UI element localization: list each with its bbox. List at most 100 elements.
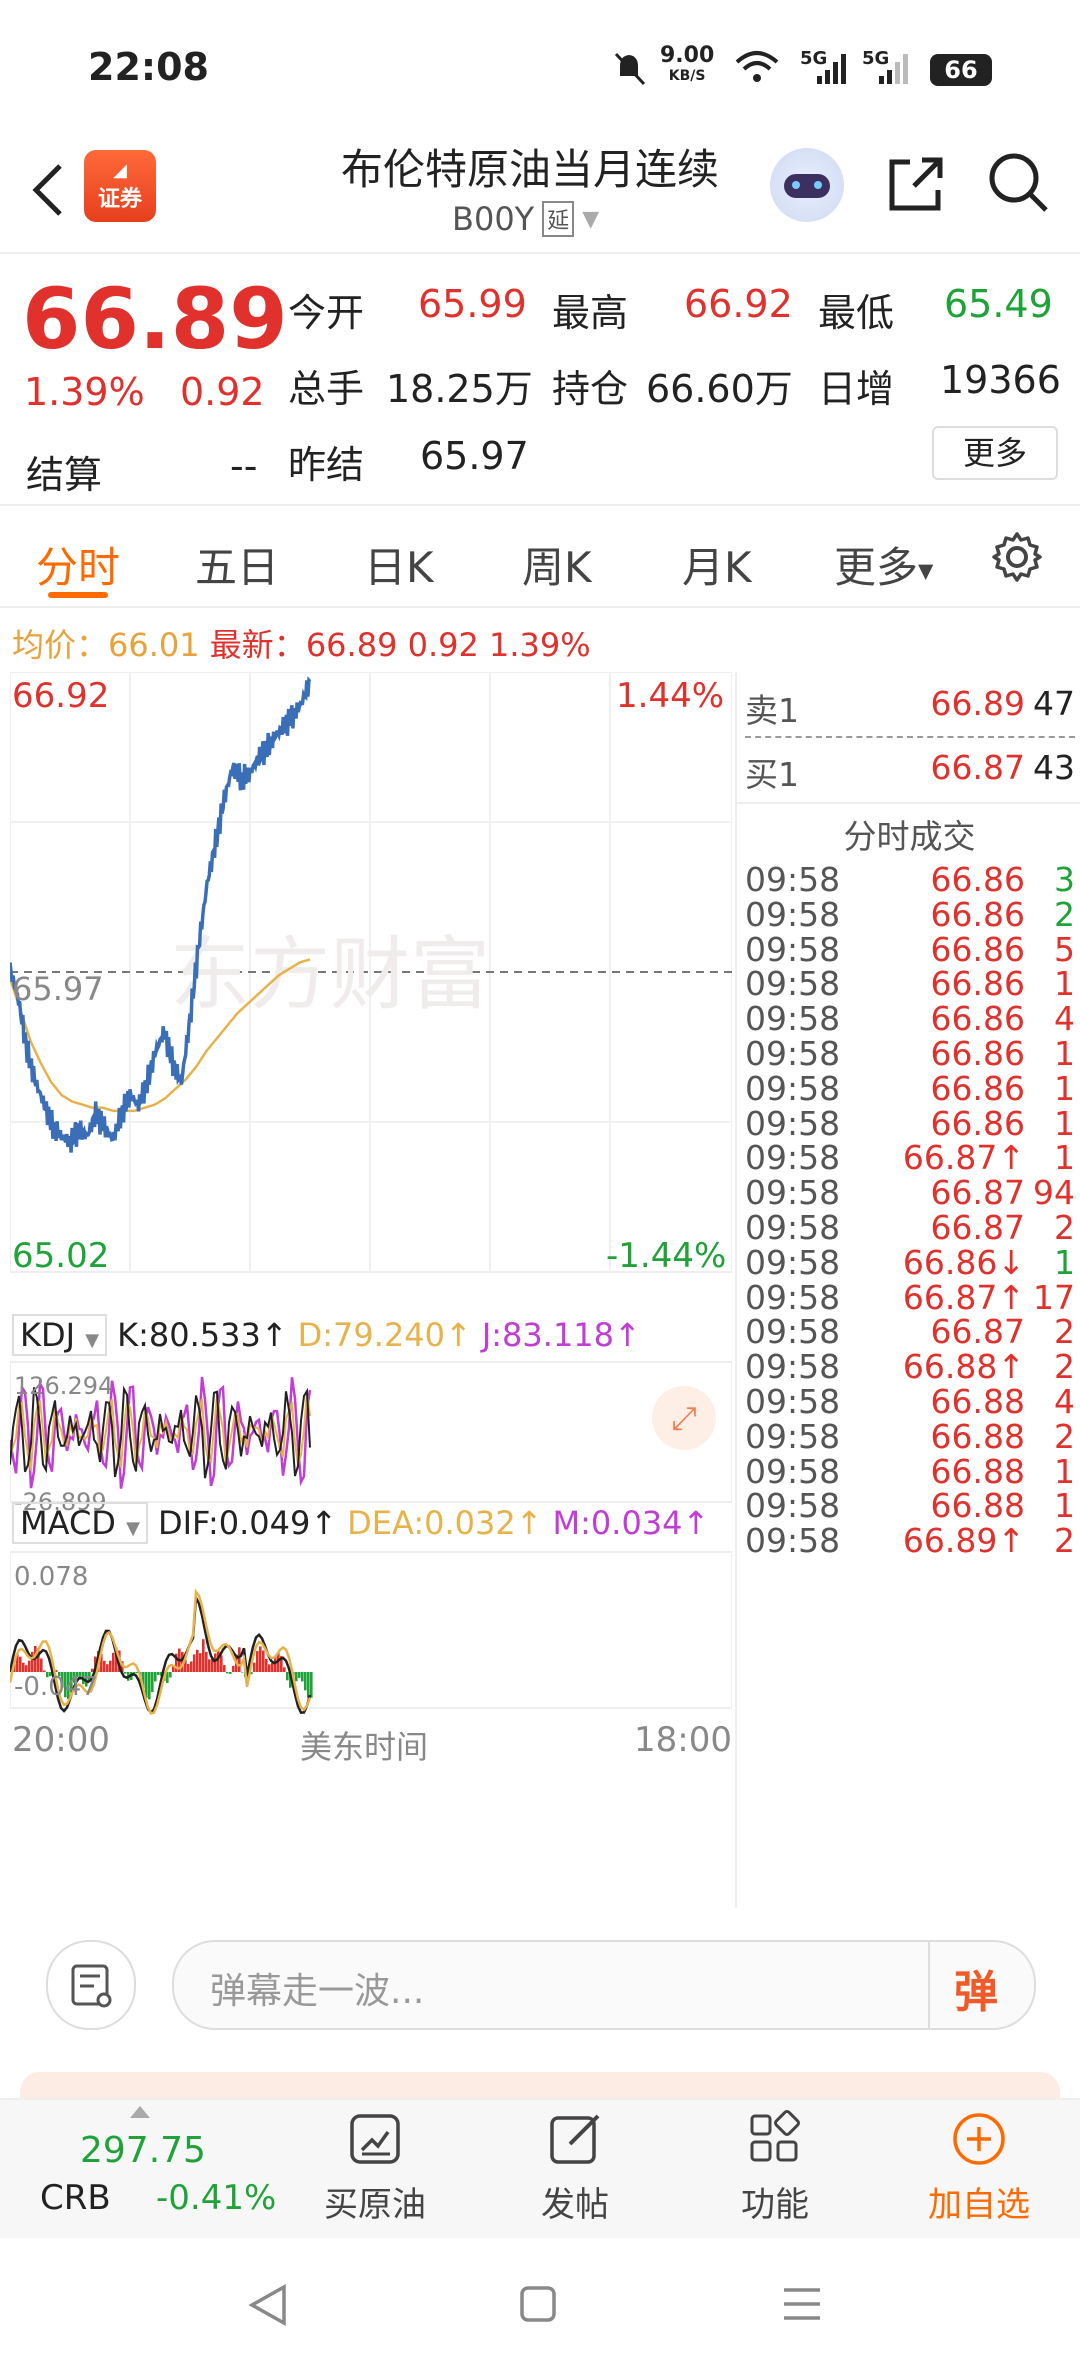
trade-row: 09:58 66.86 1 bbox=[745, 1068, 1075, 1108]
macd-bar bbox=[151, 1672, 154, 1692]
crb-value[interactable]: 297.75 bbox=[80, 2130, 206, 2171]
trade-row: 09:58 66.86 5 bbox=[745, 929, 1075, 969]
tab-five-day[interactable]: 五日 bbox=[195, 543, 280, 592]
macd-bar bbox=[205, 1651, 208, 1672]
macd-bar bbox=[307, 1672, 310, 1698]
tab-daily-k[interactable]: 日K bbox=[364, 543, 434, 592]
macd-bar bbox=[271, 1662, 274, 1672]
macd-bar bbox=[115, 1647, 118, 1672]
buy-crude-button[interactable]: 买原油 bbox=[310, 2110, 440, 2226]
tab-monthly-k[interactable]: 月K bbox=[682, 543, 752, 592]
open-label: 今开 bbox=[288, 291, 365, 335]
kdj-selector[interactable]: KDJ ▼ bbox=[12, 1314, 108, 1356]
macd-bar bbox=[25, 1665, 28, 1672]
volume-label: 总手 bbox=[288, 367, 365, 411]
share-icon[interactable] bbox=[884, 152, 948, 216]
macd-bar bbox=[166, 1672, 169, 1683]
open-interest-value: 66.60万 bbox=[646, 367, 793, 411]
more-button[interactable]: 更多 bbox=[932, 426, 1058, 480]
macd-bar bbox=[217, 1650, 220, 1672]
comment-bar: 弹幕走一波... 弹 bbox=[0, 1910, 1080, 2040]
collapse-arrow-icon[interactable] bbox=[130, 2106, 150, 2118]
macd-bar bbox=[19, 1656, 22, 1672]
macd-dif: DIF:0.049↑ bbox=[157, 1504, 338, 1542]
contract-code[interactable]: B00Y 延 ▼ bbox=[452, 200, 600, 238]
dropdown-arrow-icon: ▼ bbox=[918, 558, 934, 583]
add-watchlist-button[interactable]: 加自选 bbox=[914, 2110, 1044, 2226]
intraday-chart[interactable]: 东方财富 bbox=[10, 672, 732, 1912]
chart-bag-icon bbox=[350, 2114, 400, 2164]
search-icon[interactable] bbox=[986, 150, 1052, 216]
change-value: 0.92 bbox=[180, 370, 265, 414]
macd-bar bbox=[196, 1649, 199, 1672]
macd-bar bbox=[262, 1650, 265, 1672]
macd-bar bbox=[175, 1653, 178, 1672]
macd-bar bbox=[250, 1672, 253, 1675]
macd-bar bbox=[259, 1646, 262, 1672]
functions-button[interactable]: 功能 bbox=[710, 2110, 840, 2226]
kdj-header: KDJ ▼ K:80.533↑ D:79.240↑ J:83.118↑ bbox=[12, 1314, 641, 1356]
macd-selector[interactable]: MACD ▼ bbox=[12, 1502, 148, 1544]
macd-bar bbox=[88, 1672, 91, 1681]
watermark: 东方财富 bbox=[170, 930, 490, 1019]
danmu-toggle-button[interactable]: 弹 bbox=[954, 1967, 998, 2018]
macd-bar bbox=[76, 1672, 79, 1678]
tab-weekly-k[interactable]: 周K bbox=[522, 543, 592, 592]
macd-bar bbox=[295, 1672, 298, 1682]
trade-row: 09:58 66.86 1 bbox=[745, 1034, 1075, 1073]
menu-lines-icon[interactable] bbox=[782, 2286, 822, 2322]
macd-bar bbox=[199, 1653, 202, 1672]
macd-bar bbox=[43, 1670, 46, 1672]
macd-bar bbox=[64, 1672, 67, 1698]
price-line bbox=[10, 676, 312, 1153]
open-interest-label: 持仓 bbox=[552, 367, 629, 411]
macd-bar bbox=[67, 1672, 70, 1700]
assistant-avatar[interactable] bbox=[770, 148, 844, 222]
x-axis-start: 20:00 bbox=[12, 1720, 110, 1760]
trade-row: 09:58 66.86 4 bbox=[745, 999, 1075, 1039]
back-arrow-icon[interactable] bbox=[28, 160, 68, 220]
macd-bar bbox=[73, 1672, 76, 1683]
tab-more[interactable]: 更多▼ bbox=[834, 543, 934, 592]
clock: 22:08 bbox=[88, 45, 209, 89]
signal-icon-1 bbox=[817, 54, 846, 84]
active-tab-indicator bbox=[48, 592, 108, 598]
danmu-input[interactable]: 弹幕走一波... 弹 bbox=[172, 1940, 1036, 2030]
macd-bar bbox=[169, 1672, 172, 1678]
macd-bar bbox=[229, 1672, 232, 1674]
crb-change: -0.41% bbox=[156, 2178, 277, 2218]
trades-title: 分时成交 bbox=[843, 817, 976, 856]
macd-bar bbox=[253, 1662, 256, 1672]
home-square-icon[interactable] bbox=[518, 2284, 558, 2324]
tab-intraday[interactable]: 分时 bbox=[36, 543, 121, 592]
kdj-d-line bbox=[10, 1391, 311, 1471]
last-price: 66.89 bbox=[22, 270, 288, 368]
settings-gear-icon[interactable] bbox=[990, 530, 1044, 584]
crb-label: CRB bbox=[40, 2178, 111, 2218]
settle-label: 结算 bbox=[26, 453, 103, 497]
trade-row: 09:58 66.88 2 bbox=[745, 1416, 1075, 1456]
macd-dea: DEA:0.032↑ bbox=[347, 1504, 543, 1542]
macd-bar bbox=[301, 1672, 304, 1682]
back-triangle-icon[interactable] bbox=[248, 2283, 288, 2327]
logo-mark-icon: ◢ bbox=[113, 159, 127, 181]
post-button[interactable]: 发帖 bbox=[510, 2110, 640, 2226]
macd-bar bbox=[289, 1672, 292, 1688]
trade-row: 09:58 66.88↑ 2 bbox=[745, 1347, 1075, 1387]
pct-axis-min: -1.44% bbox=[606, 1236, 727, 1276]
macd-bar bbox=[70, 1672, 73, 1693]
app-logo[interactable]: ◢ 证券 bbox=[84, 150, 156, 222]
trade-row: 09:58 66.87 94 bbox=[745, 1173, 1075, 1213]
signal-label-1: 5G bbox=[800, 48, 828, 69]
kdj-d: D:79.240↑ bbox=[297, 1316, 472, 1354]
trade-row: 09:58 66.86 1 bbox=[745, 964, 1075, 1004]
open-value: 65.99 bbox=[418, 282, 527, 326]
message-list-icon[interactable] bbox=[46, 1940, 136, 2030]
trade-row: 09:58 66.89↑ 2 bbox=[745, 1521, 1075, 1561]
trade-row: 09:58 66.86 2 bbox=[745, 894, 1075, 934]
expand-icon[interactable]: ⤢ bbox=[652, 1386, 716, 1450]
macd-bar bbox=[274, 1656, 277, 1672]
macd-bar bbox=[208, 1659, 211, 1672]
macd-bar bbox=[304, 1672, 307, 1691]
macd-min: -0.047 bbox=[14, 1672, 98, 1702]
